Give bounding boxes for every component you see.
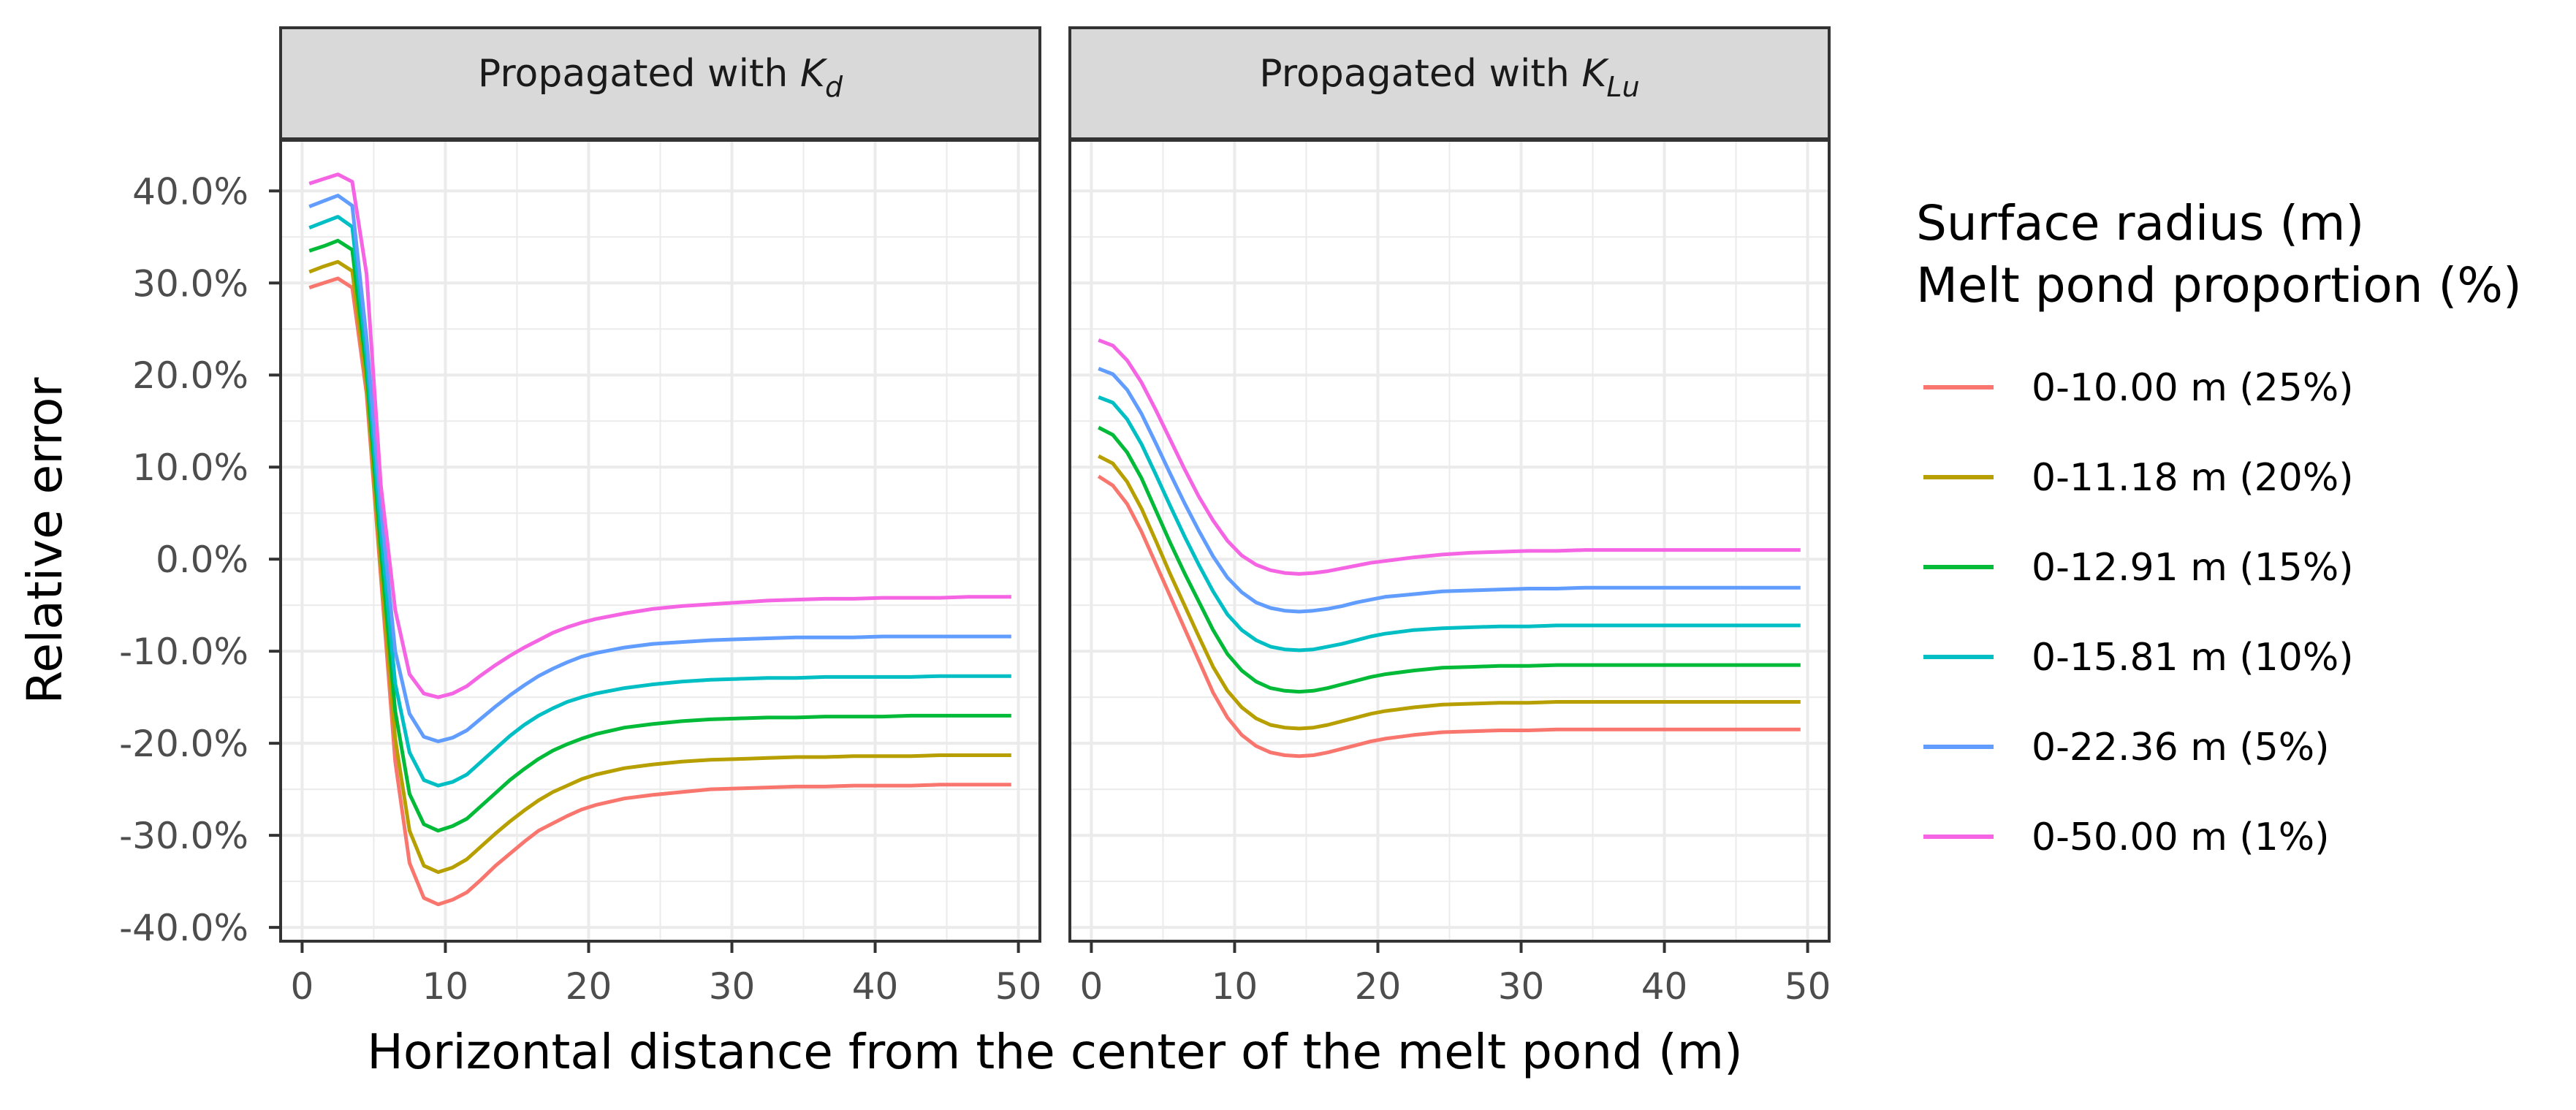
facet-strip-label: Propagated with Kd [478,52,843,103]
x-tick-label: 20 [1355,965,1402,1008]
facet-strip-symbol: K [1581,52,1609,96]
facet-strip [1068,26,1831,140]
legend-label-5: 0-22.36 m (5%) [2032,726,2330,769]
x-tick-label: 40 [1641,965,1688,1008]
y-tick-label: 40.0% [132,170,248,213]
panel-1: Propagated with Kd 0 10 20 30 40 50 [279,26,1042,1008]
y-tick-label: -10.0% [119,631,248,673]
legend-label-3: 0-12.91 m (15%) [2032,546,2354,590]
legend-label-2: 0-11.18 m (20%) [2032,456,2354,500]
legend: Surface radius (m) Melt pond proportion (… [1916,195,2522,859]
facet-strip [279,26,1041,140]
legend-label-6: 0-50.00 m (1%) [2032,816,2330,859]
series-line-5 [1098,367,1801,614]
facet-strip-subscript: Lu [1606,71,1639,103]
series-line-5 [308,194,1011,744]
x-tick-label: 20 [566,965,612,1008]
legend-label-1: 0-10.00 m (25%) [2032,366,2354,410]
facet-strip-symbol: K [800,52,828,96]
series-line-3 [308,238,1011,833]
series-line-2 [308,259,1011,874]
x-tick-label: 0 [290,965,314,1008]
y-tick-label: -30.0% [119,815,248,857]
y-tick-label: -20.0% [119,723,248,765]
y-tick-label: 20.0% [132,354,248,397]
facet-strip-subscript: d [825,71,843,103]
facet-strip-label: Propagated with KLu [1259,52,1639,103]
series-line-4 [1098,395,1801,653]
y-tick-label: 0.0% [156,539,248,581]
x-tick-label: 50 [1785,965,1831,1008]
x-tick-label: 50 [995,965,1042,1008]
y-tick-label: -40.0% [119,907,248,949]
x-tick-label: 0 [1079,965,1103,1008]
x-axis-title: Horizontal distance from the center of t… [367,1024,1743,1080]
series-line-1 [1097,474,1801,759]
legend-label-4: 0-15.81 m (10%) [2032,636,2354,680]
x-tick-label: 30 [709,965,756,1008]
y-tick-label: 30.0% [132,262,248,305]
facet-strip-prefix: Propagated with [478,52,800,96]
facet-strip-prefix: Propagated with [1259,52,1581,96]
legend-title-line1: Surface radius (m) [1916,195,2364,251]
series-line-3 [1098,425,1801,694]
y-axis-title: Relative error [17,377,73,704]
legend-title-line2: Melt pond proportion (%) [1916,257,2522,313]
x-tick-label: 40 [852,965,899,1008]
x-tick-label: 10 [422,965,469,1008]
y-tick-label: 10.0% [132,446,248,489]
panel-2: Propagated with KLu 0 10 20 30 40 50 [1068,26,1831,1008]
x-tick-label: 30 [1498,965,1545,1008]
series-line-2 [1098,454,1801,731]
series-line-4 [308,215,1011,788]
x-tick-label: 10 [1212,965,1258,1008]
series-line-6 [1098,338,1801,576]
series-line-6 [308,172,1011,699]
